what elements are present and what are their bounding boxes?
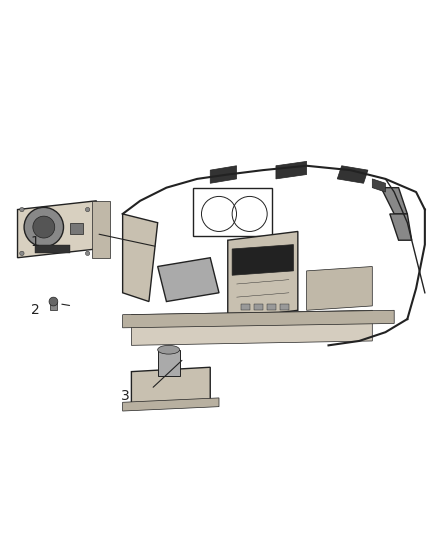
Bar: [35, 246, 70, 253]
Circle shape: [85, 251, 90, 255]
Polygon shape: [123, 310, 394, 328]
Polygon shape: [131, 367, 210, 407]
Polygon shape: [337, 166, 368, 183]
Polygon shape: [372, 179, 385, 192]
Polygon shape: [237, 280, 289, 284]
Polygon shape: [123, 214, 158, 302]
Polygon shape: [228, 231, 298, 319]
Polygon shape: [307, 266, 372, 310]
Polygon shape: [390, 214, 412, 240]
Text: 2: 2: [31, 303, 39, 317]
Polygon shape: [158, 258, 219, 302]
Polygon shape: [123, 398, 219, 411]
Polygon shape: [381, 188, 407, 214]
Circle shape: [85, 207, 90, 212]
Polygon shape: [237, 293, 289, 297]
Text: 3: 3: [120, 389, 129, 403]
Bar: [241, 304, 250, 310]
Polygon shape: [92, 201, 110, 258]
Bar: [50, 302, 57, 310]
Circle shape: [20, 251, 24, 255]
Circle shape: [33, 216, 55, 238]
Ellipse shape: [158, 345, 180, 354]
Bar: [267, 304, 276, 310]
Circle shape: [20, 207, 24, 212]
Bar: [70, 223, 83, 233]
Polygon shape: [210, 166, 237, 183]
Circle shape: [24, 207, 64, 247]
Bar: [158, 350, 180, 376]
Text: 1: 1: [31, 236, 39, 249]
Circle shape: [49, 297, 58, 306]
Polygon shape: [18, 201, 96, 258]
Polygon shape: [131, 310, 372, 345]
Polygon shape: [276, 161, 307, 179]
Bar: [254, 304, 263, 310]
Polygon shape: [232, 245, 293, 275]
Bar: [280, 304, 289, 310]
